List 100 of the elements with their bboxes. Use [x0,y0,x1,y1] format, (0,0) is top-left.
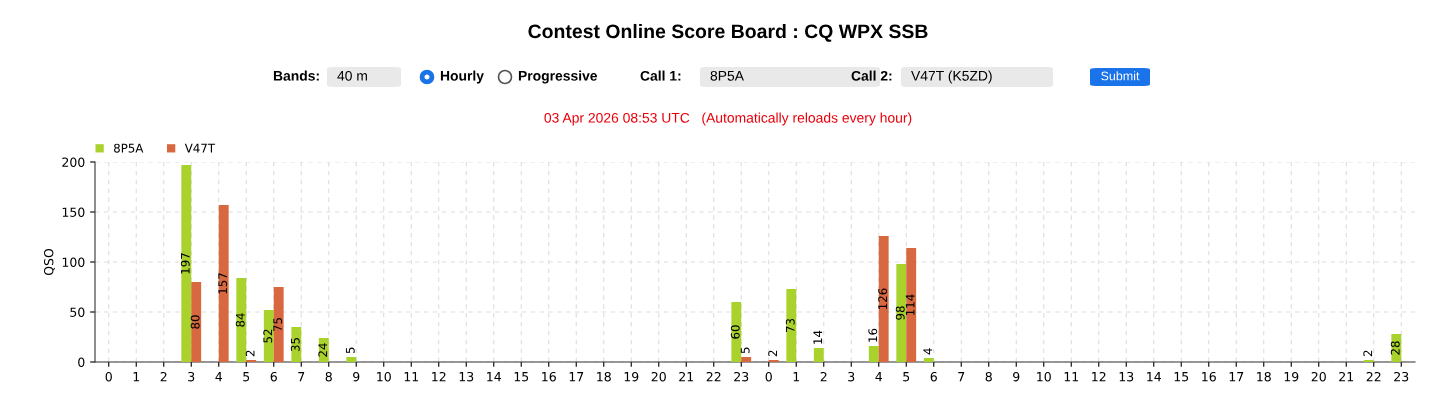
x-tick-label: 8 [985,371,992,382]
x-tick-label: 14 [1147,372,1161,382]
data-label: 2 [1363,350,1373,357]
x-tick-label: 1 [133,372,140,382]
x-tick-label: 11 [1064,372,1079,382]
y-tick-label: 150 [62,207,85,217]
x-tick-label: 17 [569,372,584,382]
y-tick-label: 50 [70,307,85,317]
x-tick-label: 15 [514,372,529,382]
bar [236,278,247,362]
bar [191,282,202,362]
x-tick-label: 7 [958,372,965,382]
x-tick-label: 14 [487,372,501,382]
x-tick-label: 12 [432,371,446,382]
x-tick-label: 18 [597,371,611,382]
x-tick-label: 5 [243,372,250,382]
data-label: 16 [868,328,878,342]
data-label: 28 [1390,341,1400,355]
data-label: 197 [180,253,190,274]
bar [273,287,284,362]
x-tick-label: 18 [1257,371,1271,382]
x-tick-label: 7 [298,372,305,382]
x-tick-label: 19 [624,371,639,382]
x-tick-label: 23 [1394,371,1409,382]
x-tick-label: 20 [651,371,666,382]
x-tick-label: 9 [353,371,360,382]
x-tick-label: 15 [1174,372,1189,382]
data-label: 157 [218,273,228,294]
x-tick-label: 2 [820,371,827,382]
text: Submit [1101,71,1140,81]
x-tick-label: 22 [706,371,721,382]
x-tick-label: 5 [903,372,910,382]
x-tick-label: 8 [325,371,332,382]
bar [731,302,742,362]
bar [218,205,229,362]
x-tick-label: 9 [1013,371,1020,382]
x-tick-label: 6 [930,371,937,382]
bar [291,327,302,362]
data-label: 98 [895,306,905,320]
text: 40 m [337,70,367,81]
x-tick-label: 10 [377,371,391,382]
text: Hourly [440,70,484,84]
x-tick-label: 0 [105,371,112,382]
x-tick-label: 13 [1119,371,1134,382]
x-tick-label: 3 [848,371,855,382]
x-tick-label: 6 [270,371,277,382]
y-tick-label: 100 [62,257,85,267]
text: Call 1: [640,70,681,81]
text: Progressive [518,70,598,84]
text: Bands: [273,70,319,81]
data-label: 75 [273,318,283,332]
x-tick-label: 1 [793,372,800,382]
x-tick-label: 17 [1229,372,1244,382]
data-label: 126 [878,288,888,309]
y-tick-label: 0 [78,357,85,367]
data-label: 2 [768,350,777,357]
bar [906,248,917,362]
data-label: 84 [235,313,245,327]
x-tick-label: 4 [215,372,223,382]
text: Call 2: [851,70,892,81]
x-tick-label: 19 [1284,371,1299,382]
data-label: 80 [190,315,200,329]
data-label: 14 [813,330,823,344]
bar [868,346,879,362]
bar [741,357,752,362]
chart-subtitle: 03 Apr 2026 08:53 UTC (Automatically reloads every hour) [544,112,912,126]
data-label: 4 [923,348,933,355]
data-label: 5 [345,347,355,354]
x-tick-label: 20 [1311,371,1326,382]
x-tick-label: 16 [542,371,556,382]
data-label: 73 [785,318,795,333]
chart-title: Contest Online Score Board : CQ WPX SSB [528,23,928,42]
bar [813,348,824,362]
bar [181,165,192,362]
bar [786,289,797,362]
text: 8P5A [710,70,744,81]
bar [263,310,274,362]
x-tick-label: 0 [765,371,772,382]
bar [878,236,889,362]
x-tick-label: 4 [875,372,883,382]
data-label: 60 [730,325,740,339]
legend-label: 8P5A [113,143,144,153]
x-tick-label: 22 [1366,371,1381,382]
y-axis-title: QSO [43,248,55,276]
data-label: 5 [740,347,750,354]
legend-label: V47T [184,143,216,153]
x-tick-label: 10 [1037,371,1051,382]
x-tick-label: 13 [459,371,474,382]
x-tick-label: 21 [679,371,694,382]
y-tick-label: 200 [62,157,85,167]
x-tick-label: 11 [404,372,419,382]
x-tick-label: 3 [188,371,195,382]
x-tick-label: 12 [1092,371,1106,382]
x-tick-label: 2 [160,371,167,382]
data-label: 24 [318,343,328,357]
x-tick-label: 16 [1202,371,1216,382]
text: V47T (K5ZD) [911,70,992,84]
x-tick-label: 21 [1339,371,1354,382]
data-label: 35 [290,338,300,352]
data-label: 52 [263,329,273,343]
